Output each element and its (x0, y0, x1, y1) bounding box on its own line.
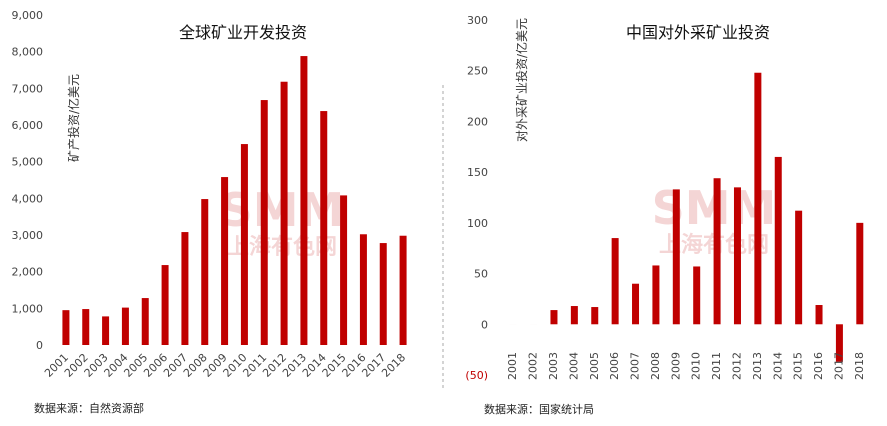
x-tick-label: 2016 (812, 352, 825, 380)
global-mining-investment-chart: 全球矿业开发投资 矿产投资/亿美元 SMM 上海有色网 01,0002,0003… (12, 9, 409, 380)
x-tick-label: 2005 (588, 352, 601, 380)
x-tick-label: 2004 (567, 352, 580, 380)
bar-2001 (62, 310, 70, 345)
bar-2003 (102, 316, 110, 345)
x-tick-label: 2018 (379, 351, 408, 380)
bar-2009 (221, 177, 229, 345)
y-tick-label: 50 (474, 268, 488, 281)
bar-2008 (201, 199, 209, 345)
x-tick-label: 2006 (608, 352, 621, 380)
bar-2018 (399, 235, 407, 345)
y-tick-label: 4,000 (12, 192, 44, 205)
left-chart-source: 数据来源：自然资源部 (34, 402, 144, 415)
bar-2010 (693, 266, 701, 325)
left-y-axis-label: 矿产投资/亿美元 (66, 74, 81, 162)
bar-2011 (713, 178, 721, 325)
y-tick-label: 200 (467, 115, 488, 128)
x-tick-label: 2001 (506, 352, 519, 380)
bar-2015 (340, 195, 348, 345)
bar-2014 (774, 156, 782, 325)
right-chart-source: 数据来源：国家统计局 (484, 403, 594, 416)
bar-2011 (260, 100, 268, 345)
bar-2012 (280, 81, 288, 345)
x-tick-label: 2002 (527, 352, 540, 380)
x-tick-label: 2007 (629, 352, 642, 380)
bar-2005 (591, 307, 599, 325)
x-tick-label: 2014 (771, 352, 784, 380)
y-tick-label: 0 (36, 339, 43, 352)
y-tick-label: 150 (467, 166, 488, 179)
y-tick-label: (50) (465, 369, 488, 382)
bar-2008 (652, 265, 660, 325)
china-overseas-mining-investment-chart: 中国对外采矿业投资 对外采矿业投资/亿美元 SMM 上海有色网 (50)0501… (465, 14, 865, 382)
bar-2016 (359, 234, 367, 345)
x-tick-label: 2009 (669, 352, 682, 380)
bar-2007 (181, 232, 189, 345)
right-chart-title: 中国对外采矿业投资 (626, 23, 770, 42)
y-tick-label: 6,000 (12, 119, 44, 132)
y-tick-label: 3,000 (12, 229, 44, 242)
x-tick-label: 2011 (710, 352, 723, 380)
bar-2017 (835, 324, 843, 362)
x-tick-label: 2018 (853, 352, 866, 380)
x-tick-label: 2010 (690, 352, 703, 380)
bar-2012 (733, 187, 741, 325)
bar-2014 (320, 111, 328, 345)
bar-2005 (141, 298, 149, 345)
y-tick-label: 250 (467, 65, 488, 78)
y-tick-label: 0 (481, 318, 488, 331)
x-tick-label: 2008 (649, 352, 662, 380)
y-tick-label: 1,000 (12, 302, 44, 315)
bar-2013 (754, 72, 762, 325)
bar-2002 (82, 309, 90, 345)
y-tick-label: 9,000 (12, 9, 44, 22)
x-tick-label: 2017 (832, 352, 845, 380)
left-chart-title: 全球矿业开发投资 (179, 23, 307, 42)
y-tick-label: 7,000 (12, 82, 44, 95)
y-tick-label: 300 (467, 14, 488, 27)
x-tick-label: 2013 (751, 352, 764, 380)
bar-2003 (550, 310, 558, 325)
x-tick-label: 2003 (547, 352, 560, 380)
bar-2004 (121, 307, 129, 345)
bar-2018 (856, 222, 864, 325)
x-tick-label: 2012 (730, 352, 743, 380)
bar-2006 (611, 238, 619, 325)
bar-2015 (795, 210, 803, 325)
bar-2009 (672, 189, 680, 325)
bar-2004 (570, 306, 578, 325)
y-tick-label: 5,000 (12, 156, 44, 169)
bar-2013 (300, 56, 308, 346)
x-tick-label: 2015 (792, 352, 805, 380)
bar-2010 (240, 144, 248, 345)
right-y-axis-label: 对外采矿业投资/亿美元 (514, 18, 529, 142)
bar-2006 (161, 265, 169, 345)
y-tick-label: 2,000 (12, 266, 44, 279)
y-tick-label: 100 (467, 217, 488, 230)
y-tick-label: 8,000 (12, 46, 44, 59)
bar-2016 (815, 305, 823, 325)
bar-2017 (379, 243, 387, 345)
bar-2007 (632, 283, 640, 325)
